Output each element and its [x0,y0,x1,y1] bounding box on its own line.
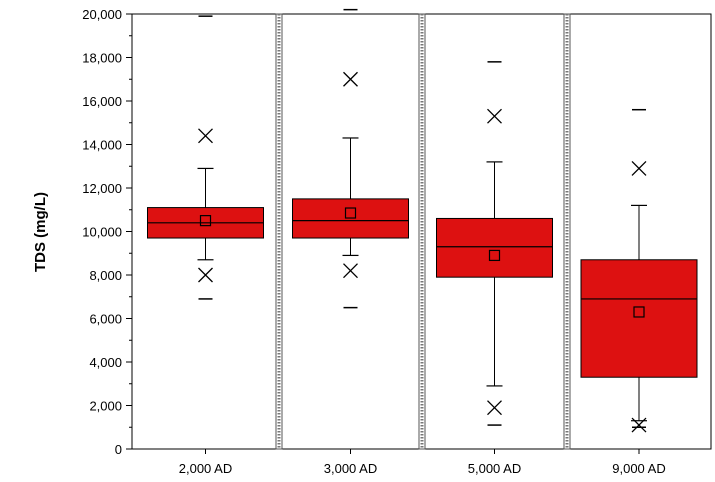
box-iqr [436,217,553,278]
plot-area [131,8,712,450]
y-tick-label: 12,000 [82,181,122,196]
x-axis: 2,000 AD 3,000 AD 5,000 AD 9,000 AD [179,449,666,476]
y-tick-label: 20,000 [82,7,122,22]
box-1 [147,15,264,300]
y-tick-label: 2,000 [89,399,122,414]
y-tick-label: 14,000 [82,138,122,153]
mean-marker [488,249,501,262]
y-tick-label: 10,000 [82,225,122,240]
y-axis-title: TDS (mg/L) [32,192,49,272]
y-tick-label: 6,000 [89,312,122,327]
box-iqr [580,259,698,378]
x-tick-label: 9,000 AD [612,461,666,476]
box-4 [580,108,698,433]
y-tick-label: 0 [115,442,122,457]
x-tick-label: 3,000 AD [324,461,378,476]
p99-marker [631,160,647,176]
p1-marker [198,267,213,283]
p1-marker [343,263,358,279]
p1-marker [631,417,647,433]
box-3 [436,61,553,426]
mean-marker [199,215,212,227]
x-tick-label: 2,000 AD [179,461,233,476]
p99-marker [343,71,358,87]
y-tick-label: 4,000 [89,355,122,370]
p1-marker [487,400,502,416]
y-tick-label: 16,000 [82,94,122,109]
x-tick-label: 5,000 AD [468,461,522,476]
p99-marker [487,108,502,124]
y-tick-label: 18,000 [82,51,122,66]
mean-marker [344,207,357,219]
box-2 [292,8,409,309]
y-tick-label: 8,000 [89,268,122,283]
p99-marker [198,128,213,144]
y-axis: 0 2,000 4,000 6,000 8,000 10,000 12,000 14,000 1… [82,7,132,457]
mean-marker [633,306,645,318]
